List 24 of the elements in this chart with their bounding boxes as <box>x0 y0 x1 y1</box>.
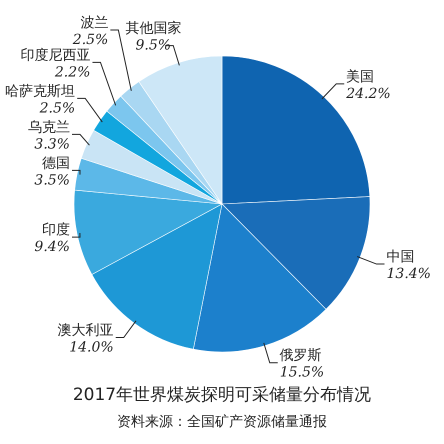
data-label: 3.5% <box>34 172 70 188</box>
data-label: 2.5% <box>72 32 108 48</box>
slice-label: 哈萨克斯坦 <box>5 83 76 100</box>
slice-label: 澳大利亚 <box>58 322 114 338</box>
text: 2017年世界煤炭探明可采储量分布情况 <box>72 385 372 405</box>
data-label: 2.2% <box>54 64 90 80</box>
data-label: 9.5% <box>135 38 172 54</box>
text: 资料来源：全国矿产资源储量通报 <box>117 414 327 430</box>
data-label: 24.2% <box>345 86 391 102</box>
slice-label: 波兰 <box>80 15 108 31</box>
slice-label: 中国 <box>386 249 414 266</box>
slice-label: 德国 <box>42 155 70 172</box>
slice-label: 美国 <box>346 68 374 85</box>
slice-label: 其他国家 <box>125 20 182 37</box>
data-label: 3.3% <box>34 136 70 152</box>
slice-label: 印度尼西亚 <box>20 47 90 64</box>
slice-label: 印度 <box>42 222 70 238</box>
data-label: 15.5% <box>280 364 324 381</box>
data-label: 13.4% <box>386 266 431 282</box>
data-label: 2.5% <box>38 100 76 116</box>
slice-label: 乌克兰 <box>28 119 70 136</box>
data-label: 9.4% <box>34 239 70 256</box>
slice-label: 俄罗斯 <box>280 348 322 364</box>
data-label: 14.0% <box>69 339 114 356</box>
